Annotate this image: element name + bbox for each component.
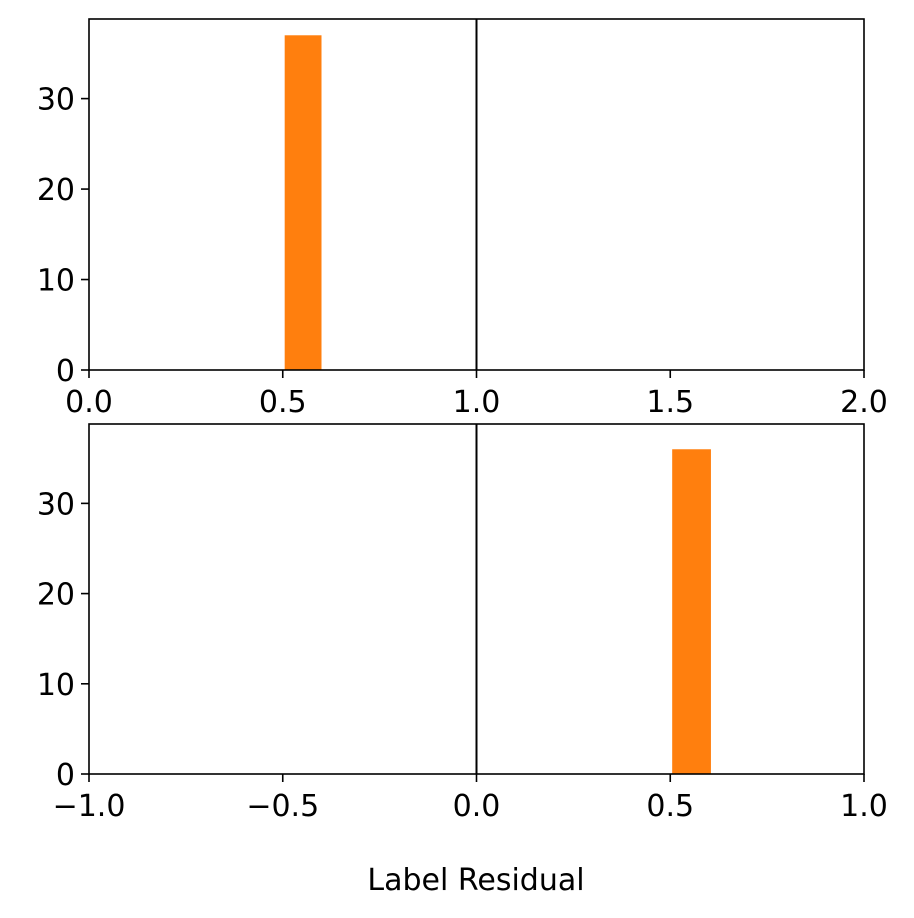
y-tick-label: 30	[37, 83, 75, 118]
histogram-bar	[672, 449, 711, 774]
x-tick-label: 1.0	[840, 789, 888, 824]
x-axis-label: Label Residual	[367, 863, 584, 898]
x-tick-label: 0.0	[65, 385, 113, 420]
x-tick-label: 1.5	[646, 385, 694, 420]
x-tick-label: 0.5	[646, 789, 694, 824]
x-tick-label: 1.0	[453, 385, 501, 420]
y-tick-label: 0	[56, 354, 75, 389]
x-tick-label: −0.5	[246, 789, 319, 824]
x-tick-label: −1.0	[53, 789, 126, 824]
y-tick-label: 20	[37, 578, 75, 613]
y-tick-label: 10	[37, 264, 75, 299]
x-tick-label: 0.5	[259, 385, 307, 420]
histogram-bar	[284, 35, 322, 370]
x-tick-label: 2.0	[840, 385, 888, 420]
bottom-histogram-panel: −1.0 −0.5 0.0 0.5 1.0 0 10 20 30	[37, 423, 888, 824]
y-tick-label: 0	[56, 758, 75, 793]
x-tick-label: 0.0	[453, 789, 501, 824]
y-tick-label: 10	[37, 668, 75, 703]
y-tick-label: 20	[37, 173, 75, 208]
top-histogram-panel: 0.0 0.5 1.0 1.5 2.0 0 10 20 30	[37, 18, 888, 420]
y-tick-label: 30	[37, 487, 75, 522]
